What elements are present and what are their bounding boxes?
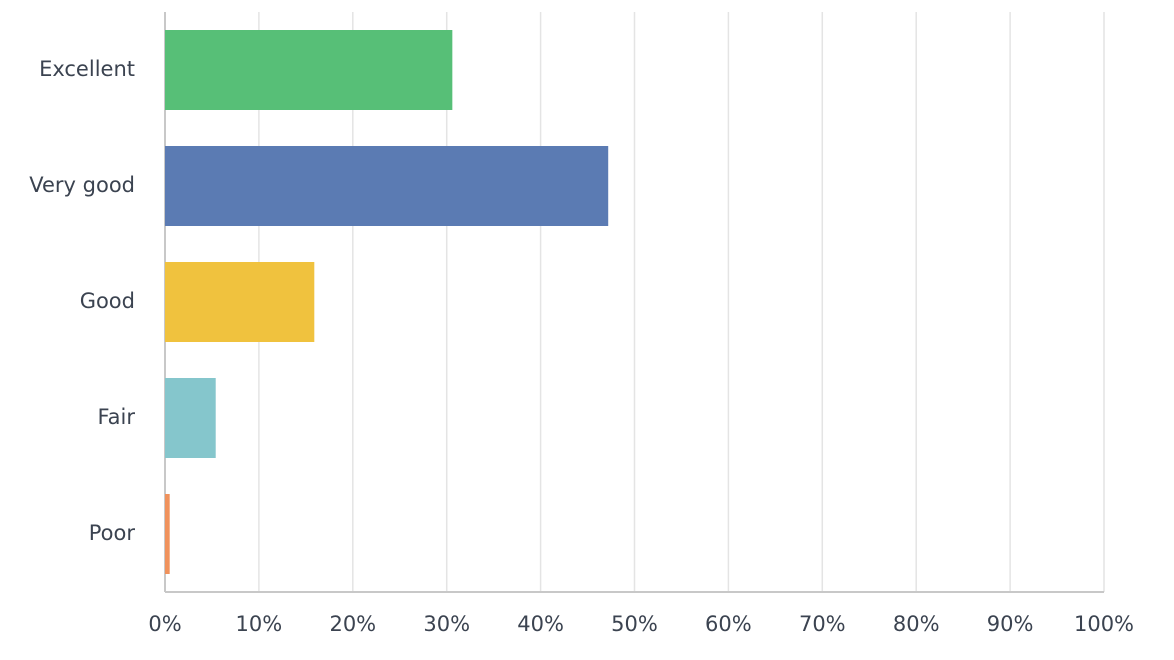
bar	[165, 378, 216, 458]
x-tick-label: 100%	[1074, 612, 1134, 636]
x-tick-label: 70%	[799, 612, 846, 636]
x-tick-label: 20%	[329, 612, 376, 636]
x-tick-label: 50%	[611, 612, 658, 636]
y-tick-label: Good	[80, 289, 135, 313]
x-tick-label: 90%	[987, 612, 1034, 636]
x-tick-label: 0%	[148, 612, 181, 636]
y-tick-label: Very good	[29, 173, 135, 197]
y-tick-label: Excellent	[39, 57, 135, 81]
x-tick-label: 60%	[705, 612, 752, 636]
x-tick-label: 40%	[517, 612, 564, 636]
bar	[165, 262, 315, 342]
bar	[165, 494, 170, 574]
x-tick-label: 80%	[893, 612, 940, 636]
y-tick-label: Fair	[98, 405, 136, 429]
x-tick-label: 10%	[236, 612, 283, 636]
x-tick-label: 30%	[423, 612, 470, 636]
bar	[165, 146, 609, 226]
bar	[165, 30, 453, 110]
y-tick-label: Poor	[89, 521, 136, 545]
